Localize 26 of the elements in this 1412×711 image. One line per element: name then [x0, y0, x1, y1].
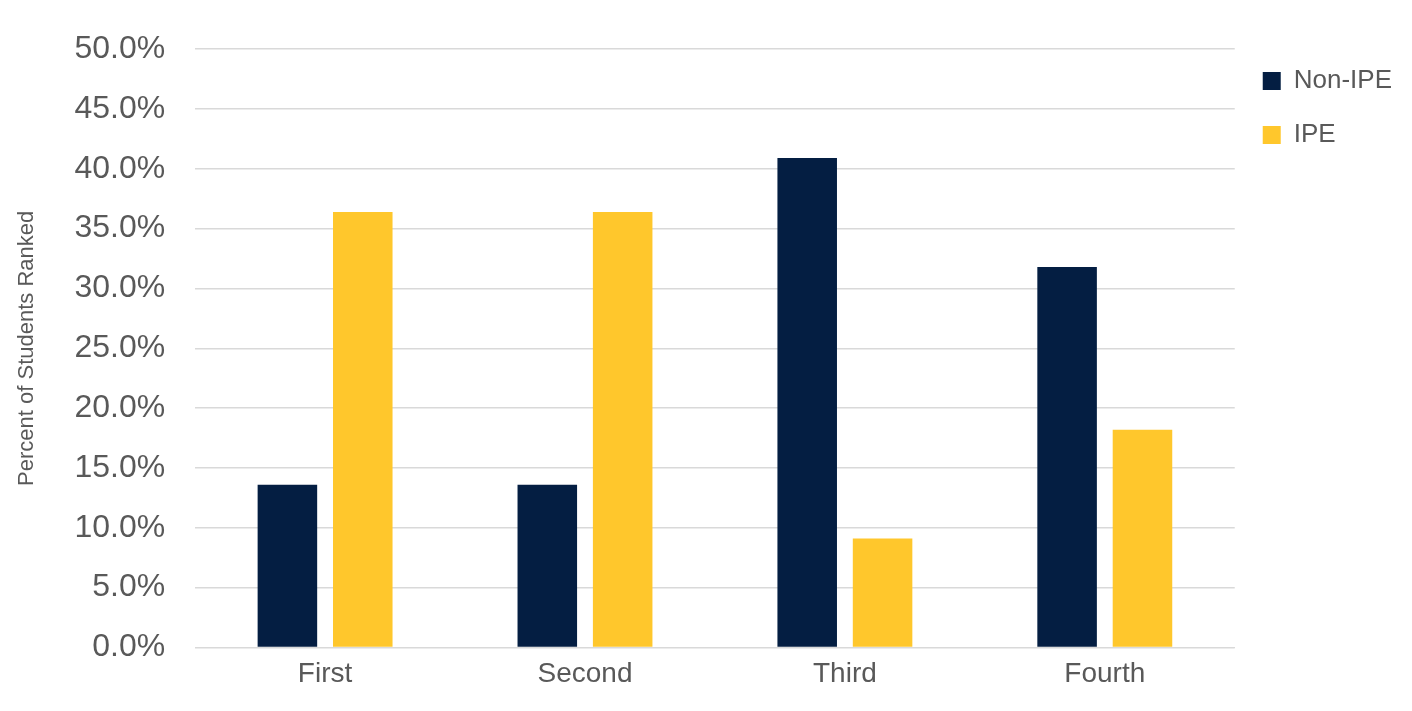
bar: [592, 211, 653, 647]
y-axis-title: Percent of Students Ranked: [13, 210, 39, 486]
bar: [1112, 429, 1173, 647]
x-tick-label: Fourth: [1064, 656, 1146, 688]
x-tick-label: Second: [537, 656, 633, 688]
bar: [517, 484, 578, 647]
x-tick-label: Third: [812, 656, 877, 688]
y-tick-label: 40.0%: [74, 148, 166, 185]
bar: [777, 158, 837, 647]
y-tick-label: 0.0%: [92, 627, 166, 664]
legend-label: IPE: [1293, 118, 1336, 149]
y-tick-label: 10.0%: [74, 507, 166, 544]
x-tick-label: First: [297, 656, 353, 688]
y-tick-label: 25.0%: [74, 328, 166, 365]
y-tick-label: 20.0%: [74, 387, 166, 424]
y-tick-label: 5.0%: [92, 567, 166, 604]
bar: [257, 484, 318, 647]
legend-label: Non-IPE: [1293, 64, 1392, 95]
bar: [852, 538, 913, 647]
y-tick-label: 35.0%: [74, 208, 166, 245]
y-tick-label: 30.0%: [74, 268, 166, 305]
y-tick-label: 45.0%: [74, 88, 166, 125]
y-tick-label: 15.0%: [74, 447, 166, 484]
bar: [333, 211, 393, 647]
bar: [1037, 266, 1097, 647]
y-tick-label: 50.0%: [74, 29, 166, 66]
